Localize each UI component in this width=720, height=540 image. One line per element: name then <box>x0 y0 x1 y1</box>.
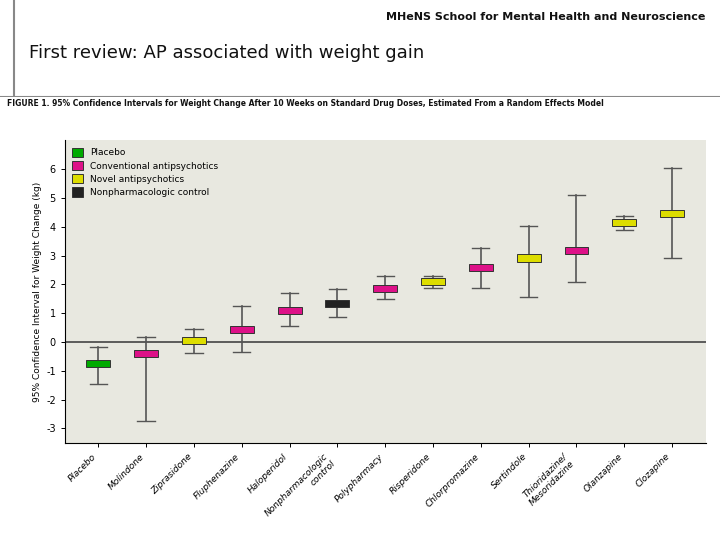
Text: MHeNS School for Mental Health and Neuroscience: MHeNS School for Mental Health and Neuro… <box>386 12 706 22</box>
Text: 19: 19 <box>683 516 698 529</box>
FancyBboxPatch shape <box>86 360 110 367</box>
FancyBboxPatch shape <box>517 254 541 261</box>
FancyBboxPatch shape <box>373 285 397 292</box>
Y-axis label: 95% Confidence Interval for Weight Change (kg): 95% Confidence Interval for Weight Chang… <box>33 181 42 402</box>
FancyBboxPatch shape <box>660 210 684 218</box>
FancyBboxPatch shape <box>325 300 349 307</box>
FancyBboxPatch shape <box>134 349 158 357</box>
Text: First review: AP associated with weight gain: First review: AP associated with weight … <box>29 44 424 63</box>
Legend: Placebo, Conventional antipsychotics, Novel antipsychotics, Nonpharmacologic con: Placebo, Conventional antipsychotics, No… <box>69 145 221 200</box>
FancyBboxPatch shape <box>182 338 206 345</box>
FancyBboxPatch shape <box>469 264 492 271</box>
FancyBboxPatch shape <box>230 326 253 333</box>
Text: FIGURE 1. 95% Confidence Intervals for Weight Change After 10 Weeks on Standard : FIGURE 1. 95% Confidence Intervals for W… <box>7 99 604 108</box>
FancyBboxPatch shape <box>564 247 588 254</box>
Text: Department: Department <box>14 517 89 528</box>
Text: Allison et al, 1999 Am J Psych: Allison et al, 1999 Am J Psych <box>268 516 452 529</box>
FancyBboxPatch shape <box>612 219 636 226</box>
FancyBboxPatch shape <box>421 278 445 285</box>
FancyBboxPatch shape <box>278 307 302 314</box>
